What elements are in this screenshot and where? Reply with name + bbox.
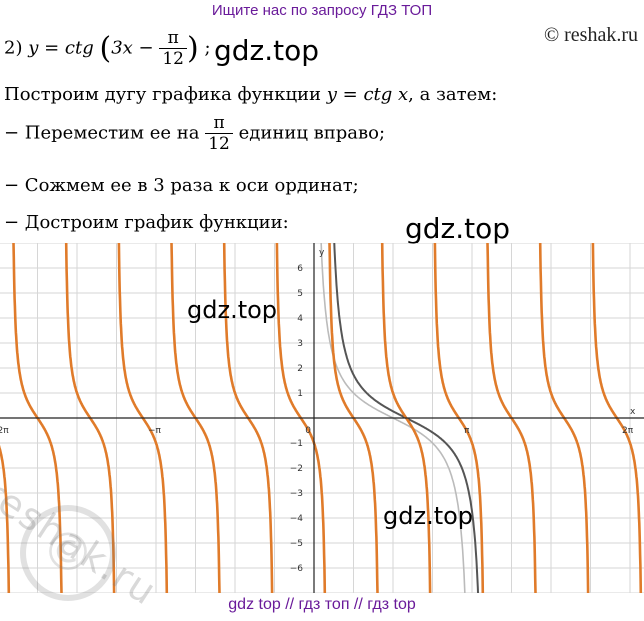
y-tick-label: −3 xyxy=(290,489,303,499)
curve-branch xyxy=(0,444,11,593)
problem-lhs: y = ctg xyxy=(28,37,94,59)
x-tick-label: −π xyxy=(148,426,162,436)
y-tick-label: 5 xyxy=(297,289,303,299)
open-paren: ( xyxy=(99,31,112,66)
fraction-numerator: π xyxy=(159,28,187,49)
graph-labels: −2π −π π 2π 6 5 4 3 2 1 −1 −2 −3 −4 −5 −6 0 x y xyxy=(0,248,636,574)
problem-number: 2) xyxy=(4,37,23,59)
watermark-graph-left: gdz.top xyxy=(187,296,278,324)
graph-axes xyxy=(0,243,644,593)
copyright-circle-watermark: © xyxy=(20,505,116,601)
y-tick-label: −4 xyxy=(290,514,304,524)
shift-denominator: 12 xyxy=(208,134,230,154)
y-tick-label: −5 xyxy=(290,539,303,549)
origin-label: 0 xyxy=(305,426,311,436)
step-build: − Достроим график функции: xyxy=(4,212,289,233)
step-compress: − Сожмем ее в 3 раза к оси ординат; xyxy=(4,175,359,196)
y-tick-label: 3 xyxy=(297,339,303,349)
step-shift: − Переместим ее на π 12 единиц вправо; xyxy=(4,113,385,154)
step-intro: Построим дугу графика функции y = ctg x,… xyxy=(4,84,497,105)
fraction-denominator: 12 xyxy=(162,49,184,69)
y-tick-label: 6 xyxy=(297,264,303,274)
search-banner[interactable]: Ищите нас по запросу ГДЗ ТОП xyxy=(211,2,433,19)
shift-fraction: π 12 xyxy=(205,113,233,154)
x-tick-label: 2π xyxy=(622,426,634,436)
y-axis-label: y xyxy=(319,248,325,258)
step-intro-text: Построим дугу графика функции xyxy=(4,84,327,105)
y-tick-label: 2 xyxy=(297,364,303,374)
copyright-label: © reshak.ru xyxy=(543,24,638,46)
step-intro-math: y = ctg x xyxy=(326,84,409,105)
x-axis-label: x xyxy=(630,407,636,417)
step-shift-text: − Переместим ее на xyxy=(4,122,206,144)
problem-arg: 3x − xyxy=(111,37,154,59)
y-tick-label: −1 xyxy=(290,439,303,449)
x-tick-label: −2π xyxy=(0,426,9,436)
watermark-gdz-top: gdz.top xyxy=(214,34,320,67)
shift-numerator: π xyxy=(205,113,233,134)
pi-over-12: π 12 xyxy=(159,28,187,69)
step-intro-tail: , а затем: xyxy=(408,84,498,105)
footer-links[interactable]: gdz top // гдз топ // гдз top xyxy=(228,596,416,613)
close-paren: ) xyxy=(187,31,199,66)
problem-semicolon: ; xyxy=(204,37,211,59)
y-tick-label: 1 xyxy=(297,389,303,399)
watermark-graph-right: gdz.top xyxy=(383,502,474,530)
y-tick-label: 4 xyxy=(297,314,303,324)
y-tick-label: −2 xyxy=(290,464,303,474)
problem-statement: 2) y = ctg (3x − π 12 ) ; xyxy=(4,28,211,69)
x-tick-label: π xyxy=(464,426,470,436)
y-tick-label: −6 xyxy=(290,564,304,574)
watermark-gdz-top-right: gdz.top xyxy=(405,212,511,245)
step-shift-tail: единиц вправо; xyxy=(238,122,386,144)
